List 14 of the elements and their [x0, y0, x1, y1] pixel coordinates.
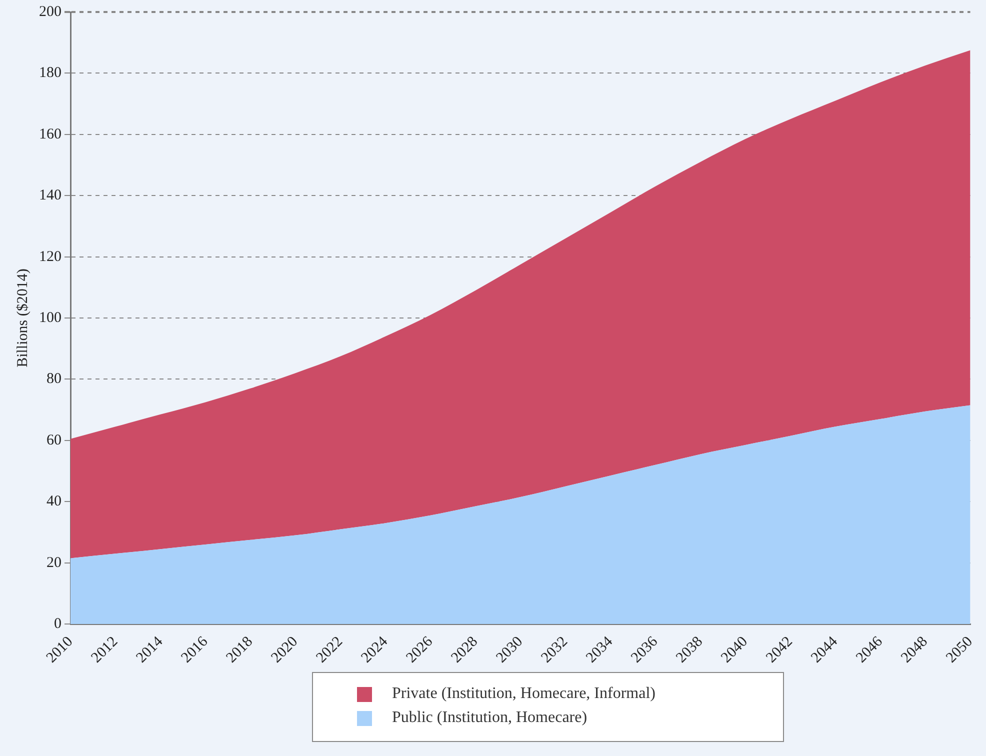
- y-tick-label: 20: [46, 554, 62, 571]
- y-tick-label: 140: [39, 188, 62, 204]
- y-tick-label: 200: [39, 4, 62, 20]
- y-axis-title: Billions ($2014): [14, 268, 31, 368]
- y-tick-label: 100: [39, 310, 62, 326]
- legend-label: Public (Institution, Homecare): [392, 709, 588, 727]
- y-tick-label: 160: [39, 126, 62, 142]
- y-tick-label: 60: [46, 432, 62, 448]
- y-tick-label: 40: [46, 494, 62, 510]
- legend-label: Private (Institution, Homecare, Informal): [392, 685, 656, 703]
- y-tick-label: 80: [46, 371, 62, 388]
- y-tick-label: 180: [39, 65, 62, 82]
- y-tick-label: 0: [54, 616, 62, 632]
- y-tick-label: 120: [39, 248, 62, 265]
